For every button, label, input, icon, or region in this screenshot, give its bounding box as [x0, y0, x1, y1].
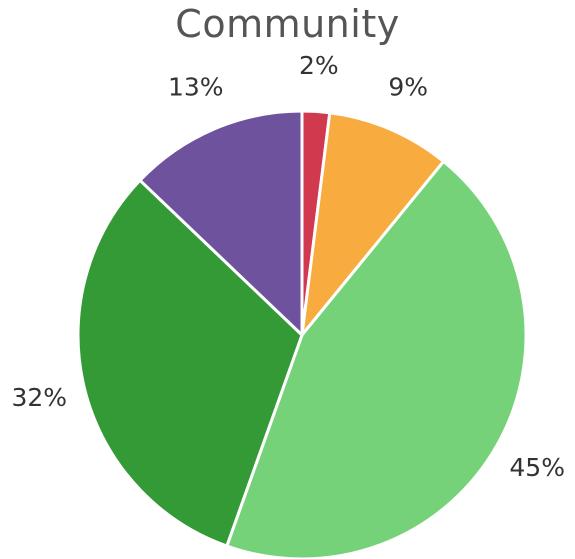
- pie-slices: [76, 109, 528, 559]
- slice-label: 9%: [388, 72, 428, 101]
- slice-label: 45%: [509, 453, 565, 482]
- pie-labels: 2% 9% 45% 32% 13%: [12, 51, 565, 482]
- pie-slice-13pct: [138, 109, 304, 337]
- slice-label: 32%: [12, 383, 68, 412]
- slice-label: 13%: [168, 72, 224, 101]
- pie-slice-9pct: [300, 111, 446, 337]
- pie-slice-32pct: [76, 178, 304, 548]
- chart-title: Community: [175, 2, 400, 46]
- slice-label: 2%: [299, 51, 339, 80]
